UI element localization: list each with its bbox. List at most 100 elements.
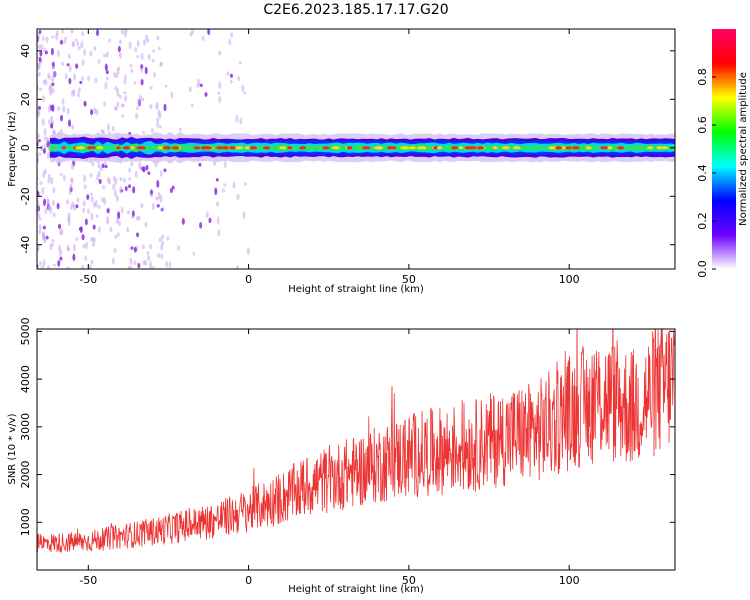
spectrogram-scatter-point <box>72 89 76 97</box>
spectrogram-hotspot <box>493 146 498 150</box>
colorbar-tick-label: 0.0 <box>696 260 709 278</box>
spectrogram-hotspot <box>91 146 96 150</box>
spectrogram-scatter-point <box>152 49 156 53</box>
spectrogram-scatter-point <box>196 83 200 88</box>
snr-ytick-label: 5000 <box>19 317 32 345</box>
spectrogram-scatter-point <box>130 160 134 167</box>
spectrogram-hotspot <box>165 146 171 150</box>
spectrogram-scatter-point <box>47 119 51 125</box>
spectrogram-scatter-point <box>118 94 122 99</box>
spectrogram-scatter-point <box>76 92 80 98</box>
spectrogram-scatter-point <box>93 107 97 114</box>
spectrogram-scatter-point <box>69 183 73 189</box>
spectrogram-scatter-point <box>86 194 90 200</box>
spectrogram-scatter-point <box>112 183 116 191</box>
spectrogram-scatter-point <box>61 61 65 67</box>
spectrogram-scatter-point <box>188 86 192 93</box>
spectrogram-scatter-point <box>216 201 220 207</box>
spectrogram-scatter-point <box>47 173 51 180</box>
snr-xtick-label: 100 <box>559 574 580 587</box>
spectrogram-scatter-point <box>119 177 123 182</box>
spectrogram-scatter-point <box>63 40 67 45</box>
spectrogram-scatter-point <box>51 104 55 112</box>
spectrogram-scatter-point <box>228 38 232 46</box>
spectrogram-scatter-point <box>207 29 211 36</box>
spectrogram-scatter-point <box>116 232 120 237</box>
spectrogram-scatter-point <box>79 80 83 84</box>
spectrogram-scatter-point <box>97 226 101 234</box>
spectrogram-scatter-point <box>158 125 162 129</box>
spectrogram-scatter-point <box>38 224 42 231</box>
spectrogram-scatter-point <box>146 250 150 256</box>
spectrogram-scatter-point <box>44 50 48 55</box>
spectrogram-scatter-point <box>44 78 48 86</box>
spectrogram-ytick-label: 40 <box>19 44 32 58</box>
spectrogram-scatter-point <box>235 114 239 123</box>
spectrogram-scatter-point <box>38 152 42 156</box>
spectrogram-scatter-point <box>93 45 97 52</box>
spectrogram-hotspot <box>585 146 592 150</box>
spectrogram-scatter-point <box>43 128 47 136</box>
spectrogram-scatter-point <box>84 255 88 262</box>
spectrogram-hotspot <box>287 146 293 150</box>
spectrogram-scatter-point <box>127 265 131 269</box>
spectrogram-scatter-point <box>38 229 42 235</box>
colorbar-tick-label: 0.6 <box>696 116 709 134</box>
spectrogram-scatter-point <box>140 203 144 209</box>
snr-panel: -50 0 50 100 1000 2000 3000 4000 5000 Height of … <box>7 317 676 595</box>
spectrogram-scatter-point <box>50 176 54 185</box>
spectrogram-hotspot <box>408 146 417 150</box>
spectrogram-scatter-point <box>97 162 101 169</box>
spectrogram-scatter-point <box>149 244 153 250</box>
spectrogram-scatter-point <box>38 261 42 266</box>
spectrogram-scatter-point <box>155 196 159 201</box>
spectrogram-scatter-point <box>80 40 84 49</box>
spectrogram-scatter-point <box>123 78 127 85</box>
spectrogram-scatter-point <box>60 39 64 45</box>
spectrogram-scatter-point <box>41 118 45 126</box>
spectrogram-hotspot <box>116 146 121 150</box>
colorbar-tick-label: 0.8 <box>696 68 709 86</box>
spectrogram-scatter-point <box>66 198 70 205</box>
spectrogram-scatter-point <box>75 204 79 209</box>
spectrogram-hotspot <box>216 146 224 150</box>
spectrogram-ticks: -50 0 50 100 -40 -20 0 20 40 <box>19 29 675 286</box>
spectrogram-scatter-point <box>103 101 107 107</box>
spectrogram-scatter-point <box>237 75 241 82</box>
spectrogram-scatter-point <box>77 87 81 93</box>
spectrogram-scatter-point <box>52 263 56 267</box>
spectrogram-scatter-point <box>119 186 123 194</box>
spectrogram-scatter-point <box>52 186 56 194</box>
spectrogram-scatter-point <box>128 167 132 173</box>
spectrogram-scatter-point <box>71 41 75 48</box>
spectrogram-scatter-point <box>46 152 50 159</box>
spectrogram-scatter-point <box>37 213 41 218</box>
spectrogram-scatter-point <box>106 208 110 214</box>
spectrogram-scatter-point <box>70 29 74 34</box>
spectrogram-scatter-point <box>113 189 117 197</box>
spectrogram-scatter-point <box>150 189 154 196</box>
spectrogram-scatter-point <box>92 202 96 208</box>
spectrogram-scatter-point <box>55 30 59 36</box>
spectrogram-hotspot <box>501 146 510 150</box>
spectrogram-scatter-point <box>91 237 95 241</box>
colorbar-tick-label: 0.2 <box>696 212 709 230</box>
spectrogram-scatter-point <box>37 36 40 42</box>
spectrogram-scatter-point <box>133 260 137 266</box>
spectrogram-scatter-point <box>91 160 95 167</box>
spectrogram-hotspot <box>646 146 654 150</box>
colorbar-strip <box>712 29 736 269</box>
spectrogram-scatter-point <box>218 81 222 89</box>
snr-xtick-label: -50 <box>79 574 97 587</box>
spectrogram-scatter-point <box>50 122 54 129</box>
spectrogram-scatter-point <box>134 170 138 178</box>
spectrogram-scatter-point <box>89 50 93 58</box>
spectrogram-scatter-point <box>130 69 134 73</box>
spectrogram-scatter-point <box>114 177 118 186</box>
spectrogram-scatter-point <box>150 194 154 198</box>
spectrogram-scatter-point <box>40 265 44 269</box>
spectrogram-scatter-point <box>42 170 46 178</box>
spectrogram-scatter-point <box>140 78 144 86</box>
spectrogram-scatter-point <box>229 79 233 84</box>
spectrogram-scatter-point <box>50 115 54 122</box>
